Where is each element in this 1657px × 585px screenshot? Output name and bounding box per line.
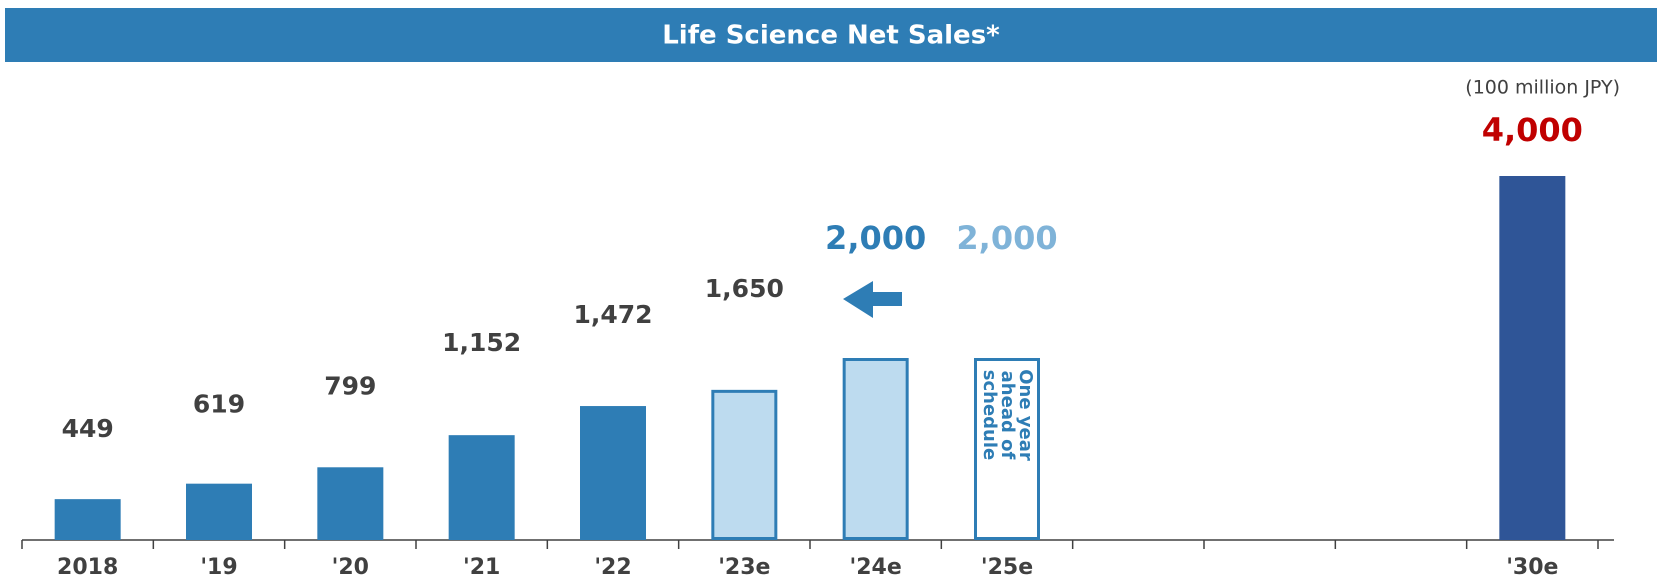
annotation-line: One year: [1015, 369, 1036, 461]
data-label: 799: [324, 371, 376, 400]
bar: [974, 358, 1040, 540]
data-label: 1,152: [442, 328, 521, 357]
bar: [711, 389, 778, 540]
bar: [580, 406, 646, 540]
data-label: 619: [193, 390, 245, 419]
bar: [842, 358, 909, 540]
data-label: 4,000: [1482, 111, 1583, 149]
x-tick-label: '24e: [850, 555, 902, 580]
bar: [186, 483, 252, 540]
data-label: 2,000: [956, 219, 1057, 257]
data-label: 2,000: [825, 219, 926, 257]
arrow: [843, 281, 902, 318]
chart-title: Life Science Net Sales*: [662, 21, 1000, 51]
bar: [1499, 176, 1566, 540]
title-bar: [5, 8, 1657, 62]
x-tick-label: 2018: [57, 555, 118, 580]
annotation-line: ahead of: [997, 371, 1018, 460]
x-tick-label: '23e: [718, 555, 770, 580]
bar: [317, 467, 384, 540]
x-tick-label: '22: [594, 555, 631, 580]
x-tick-label: '19: [200, 555, 237, 580]
x-tick-label: '20: [332, 555, 369, 580]
data-label: 1,650: [705, 274, 784, 303]
data-label: 449: [62, 414, 114, 443]
data-label: 1,472: [573, 300, 652, 329]
bar: [448, 435, 515, 540]
annotation-line: schedule: [979, 370, 1000, 460]
x-tick-label: '30e: [1506, 555, 1558, 580]
x-tick-label: '21: [463, 555, 500, 580]
unit-label: (100 million JPY): [1465, 77, 1620, 99]
bar: [54, 499, 121, 540]
x-tick-label: '25e: [981, 555, 1033, 580]
